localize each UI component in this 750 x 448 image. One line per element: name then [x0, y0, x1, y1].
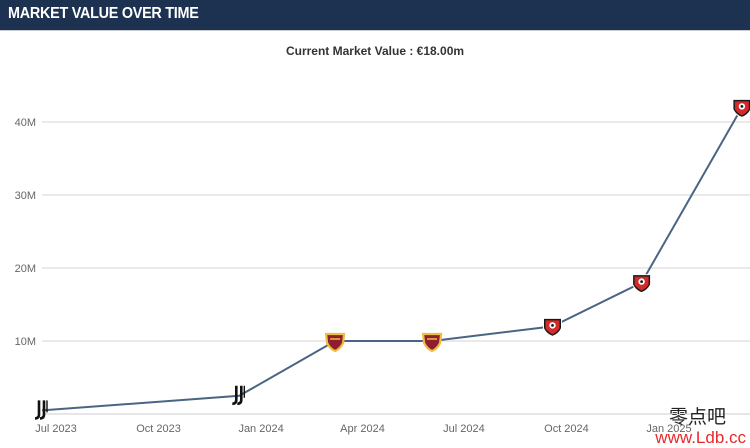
bournemouth-crest-icon [543, 317, 562, 337]
watermark-text: 零点吧 [668, 406, 726, 428]
current-market-value: Current Market Value : €18.00m [285, 44, 465, 58]
juventus-crest-icon [232, 385, 246, 406]
grid-lines [42, 121, 750, 415]
x-tick-label: Jul 2023 [35, 423, 77, 435]
x-tick-label: Oct 2023 [136, 423, 181, 435]
y-tick-label: 20M [15, 263, 36, 275]
bournemouth-crest-icon [732, 98, 750, 118]
x-tick-label: Jul 2024 [443, 423, 485, 435]
as-roma-crest-icon [324, 332, 346, 353]
juventus-crest-icon [34, 400, 48, 420]
x-tick-label: Apr 2024 [340, 423, 385, 435]
x-tick-label: Oct 2024 [544, 423, 589, 435]
watermark-url: www.Ldb.cc [655, 428, 746, 447]
x-tick-label: Jan 2025 [646, 423, 691, 435]
section-header: MARKET VALUE OVER TIME [0, 0, 750, 31]
bournemouth-crest-icon [632, 274, 652, 294]
x-tick-label: Jan 2024 [238, 423, 283, 435]
market-value-line [41, 106, 743, 412]
section-title: MARKET VALUE OVER TIME [8, 5, 199, 22]
axis-labels: 10M 20M 30M 40M Jul 2023 Oct 2023 Jan 2024 Apr … [15, 117, 692, 435]
club-markers [34, 98, 750, 420]
y-tick-label: 10M [15, 336, 36, 348]
y-tick-label: 30M [15, 190, 36, 202]
as-roma-crest-icon [421, 332, 443, 353]
watermark: 零点吧 www.Ldb.cc [616, 406, 746, 447]
y-tick-label: 40M [15, 117, 36, 129]
